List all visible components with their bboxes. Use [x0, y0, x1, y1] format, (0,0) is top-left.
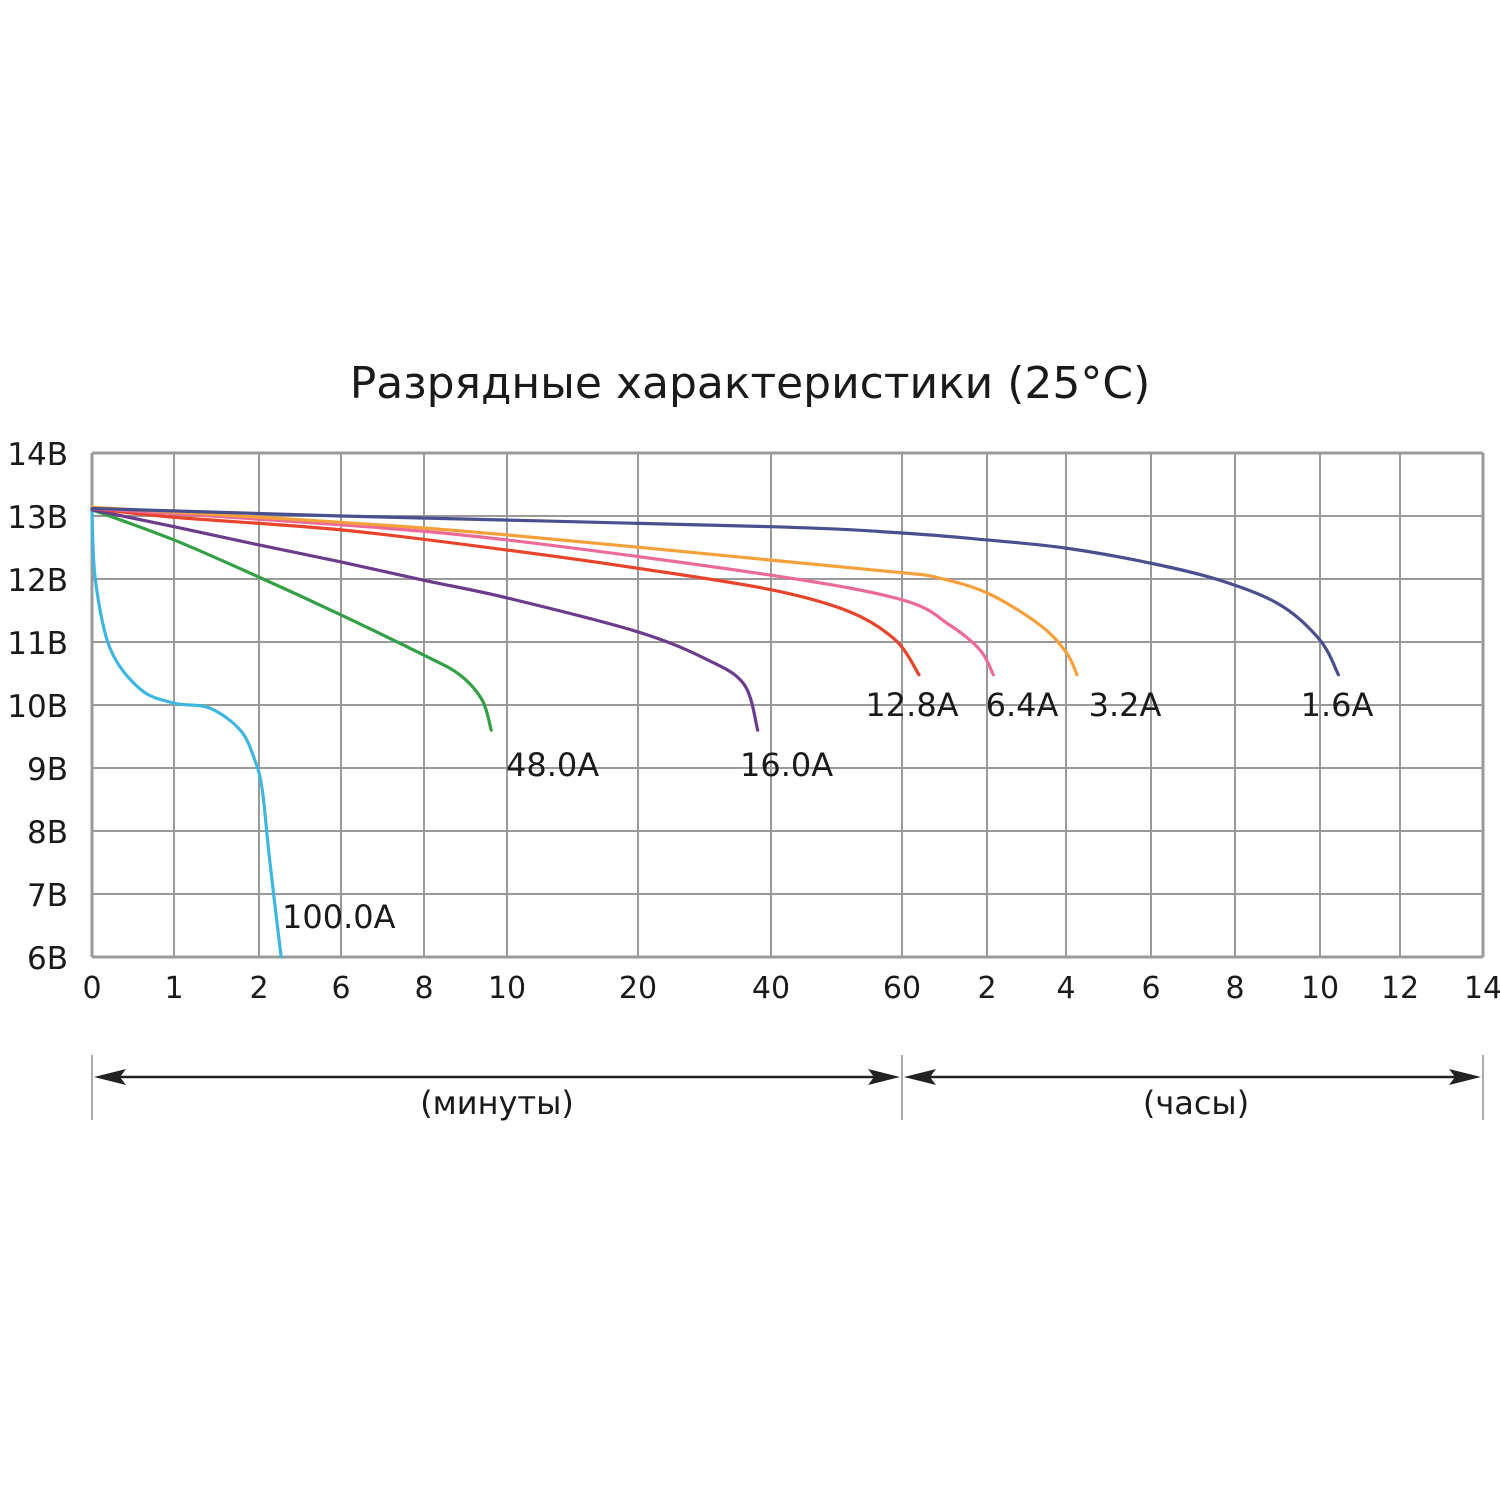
x-tick-label: 6 — [1141, 971, 1160, 1006]
hours-label: (часы) — [1143, 1084, 1249, 1122]
x-tick-label: 60 — [883, 971, 921, 1006]
series-label: 6.4A — [986, 686, 1059, 724]
x-tick-label: 0 — [82, 971, 101, 1006]
x-tick-label: 2 — [977, 971, 996, 1006]
minutes-arrow-left-head — [94, 1069, 126, 1085]
x-tick-label: 10 — [488, 971, 526, 1006]
x-tick-label: 40 — [752, 971, 790, 1006]
x-tick-label: 14 — [1464, 971, 1500, 1006]
y-tick-label: 7В — [27, 878, 68, 914]
series-label: 1.6A — [1301, 686, 1374, 724]
x-tick-label: 6 — [331, 971, 350, 1006]
series-label: 48.0A — [506, 746, 599, 784]
series-label: 100.0A — [282, 898, 396, 936]
x-tick-labels: 0 1 2 6 8 10 20 40 60 2 4 6 8 10 12 14 — [82, 971, 1500, 1006]
chart-title: Разрядные характеристики (25°C) — [350, 358, 1151, 409]
y-tick-label: 6В — [27, 941, 68, 977]
x-tick-label: 20 — [619, 971, 657, 1006]
series-line-1.6A — [90, 506, 1340, 677]
series-line-12.8A — [90, 506, 921, 677]
x-tick-label: 10 — [1301, 971, 1339, 1006]
series-line-48.0A — [90, 508, 493, 732]
y-tick-label: 12В — [7, 563, 68, 599]
series-label: 3.2A — [1089, 686, 1162, 724]
series-line-6.4A — [90, 506, 995, 677]
y-tick-label: 13В — [7, 500, 68, 536]
x-tick-label: 12 — [1381, 971, 1419, 1006]
y-tick-label: 8В — [27, 815, 68, 851]
series-label: 12.8A — [865, 686, 958, 724]
series-line-16.0A — [90, 508, 760, 732]
x-tick-label: 4 — [1056, 971, 1075, 1006]
y-tick-label: 10В — [7, 689, 68, 725]
y-tick-label: 11В — [7, 626, 68, 662]
y-tick-label: 14В — [7, 437, 68, 473]
grid — [90, 451, 1485, 959]
time-range-arrows: (минуты) (часы) — [91, 1055, 1484, 1122]
y-tick-labels: 14В 13В 12В 11В 10В 9В 8В 7В 6В — [7, 437, 68, 977]
x-tick-label: 1 — [164, 971, 183, 1006]
minutes-arrow-right-head — [868, 1069, 900, 1085]
x-tick-label: 2 — [249, 971, 268, 1006]
minutes-label: (минуты) — [420, 1084, 574, 1122]
series-line-100.0A — [90, 508, 283, 959]
x-tick-label: 8 — [1225, 971, 1244, 1006]
hours-arrow-left-head — [904, 1069, 936, 1085]
series-line-3.2A — [90, 505, 1079, 677]
hours-arrow-right-head — [1449, 1069, 1481, 1085]
x-tick-label: 8 — [414, 971, 433, 1006]
y-tick-label: 9В — [27, 752, 68, 788]
series-group: 100.0A 48.0A 16.0A 12.8A 6.4A 3.2A 1.6A — [90, 505, 1374, 959]
series-label: 16.0A — [740, 746, 833, 784]
